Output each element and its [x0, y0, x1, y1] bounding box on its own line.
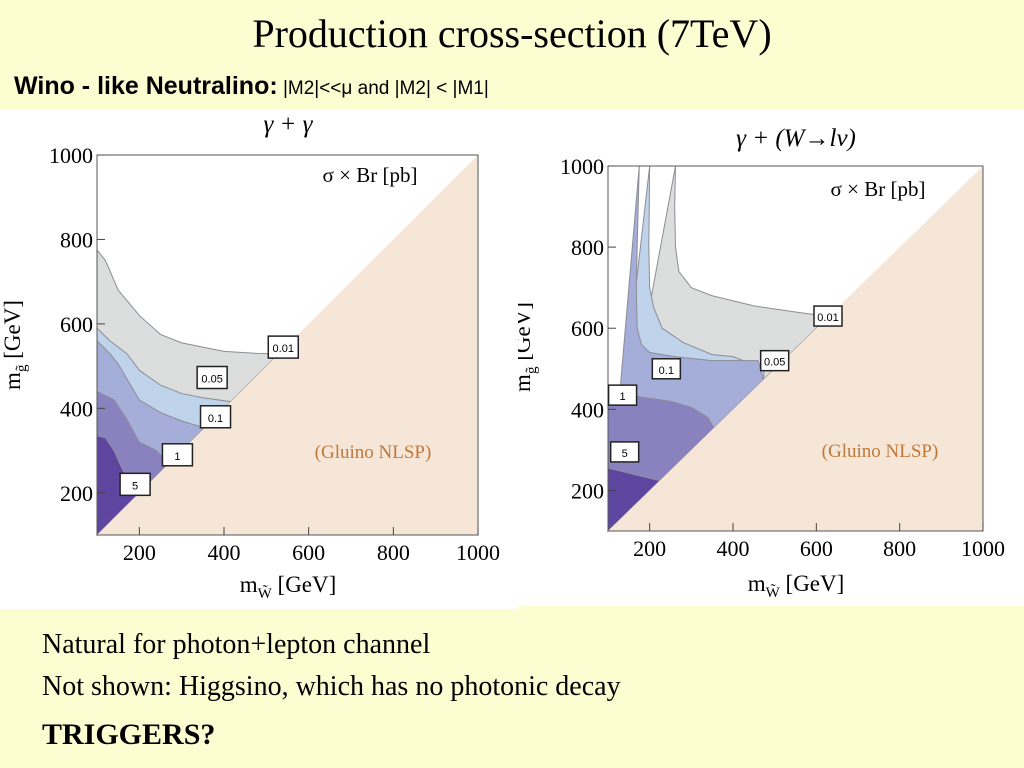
contour-label: 5	[609, 441, 640, 463]
contour-label-box	[607, 384, 638, 406]
contour-label-box	[199, 405, 232, 429]
contour-label: 0.01	[813, 305, 843, 327]
contour-label-box	[161, 443, 194, 467]
chart-title: γ + (W→lν)	[736, 125, 856, 152]
contour-label-text: 1	[620, 391, 626, 403]
y-tick-label: 200	[60, 481, 93, 506]
contour-label-text: 1	[174, 451, 180, 463]
contour-label: 1	[607, 384, 638, 406]
y-tick-label: 800	[60, 227, 93, 252]
y-tick-label: 600	[60, 312, 93, 337]
chart-gamma-gamma: 200 400 600 800 1000 200 400 600 800 1000 γ + γ σ ×…	[0, 111, 500, 602]
x-tick-label: 800	[883, 536, 916, 561]
contour-label: 0.05	[759, 349, 790, 372]
x-tick-label: 800	[377, 540, 410, 565]
x-tick-label: 400	[208, 540, 241, 565]
contour-label-text: 0.1	[659, 365, 674, 377]
y-axis-label-sub: g̃	[524, 366, 540, 374]
contour-label: 0.1	[651, 358, 682, 380]
y-axis-label-unit: [GeV]	[0, 300, 25, 365]
y-tick-label: 1000	[560, 154, 604, 179]
contour-label: 0.05	[196, 365, 228, 390]
contour-label-box	[267, 335, 300, 359]
y-axis-label: mg̃ [GeV]	[0, 300, 30, 390]
contour-label-box	[651, 358, 682, 380]
plot-frame	[96, 154, 479, 536]
contour-label-text: 0.05	[764, 357, 785, 369]
chart-panel-gamma-wlnu: 200 400 600 800 1000 200 400 600 800 1000 γ + (W→l…	[518, 109, 1024, 606]
contour-label-text: 0.01	[273, 343, 294, 355]
contour-label-box	[609, 441, 640, 463]
chart-annotation: σ × Br [pb]	[323, 163, 418, 187]
y-tick-label: 1000	[49, 143, 93, 168]
slide-title: Production cross-section (7TeV)	[252, 11, 772, 56]
y-tick-label: 800	[571, 235, 604, 260]
contour-label: 0.1	[199, 405, 232, 429]
x-axis-label-main: m	[748, 571, 766, 596]
x-tick-label: 600	[292, 540, 325, 565]
contour-label-text: 0.05	[201, 374, 222, 386]
x-axis-label-sub: W̃	[258, 585, 273, 602]
subtitle-bold: Wino - like Neutralino:	[14, 72, 278, 100]
x-axis-label-unit: [GeV]	[780, 571, 845, 596]
nlsp-label: (Gluino NLSP)	[315, 442, 432, 463]
y-tick-label: 400	[571, 397, 604, 422]
x-tick-label: 200	[633, 536, 666, 561]
chart-panel-gamma-gamma: 200 400 600 800 1000 200 400 600 800 1000 γ + γ σ ×…	[0, 109, 518, 609]
bullet-item: Natural for photon+lepton channel	[42, 629, 431, 660]
contour-label-box	[119, 472, 151, 497]
x-tick-label: 1000	[961, 536, 1005, 561]
y-tick-label: 600	[571, 316, 604, 341]
y-tick-label: 400	[60, 396, 93, 421]
slide-subtitle: Wino - like Neutralino: |M2|<<μ and |M2|…	[14, 72, 489, 101]
bullet-item: Not shown: Higgsino, which has no photon…	[42, 671, 621, 702]
x-axis-label-main: m	[240, 572, 258, 597]
x-axis-label: mW̃ [GeV]	[748, 571, 845, 601]
contour-label-text: 0.01	[817, 312, 838, 324]
y-tick-label: 200	[571, 478, 604, 503]
x-axis-label-unit: [GeV]	[272, 572, 337, 597]
x-axis-label: mW̃ [GeV]	[240, 572, 337, 602]
y-axis-label-main: m	[518, 374, 535, 392]
y-axis-label-main: m	[0, 372, 25, 390]
contour-label-text: 5	[132, 480, 138, 492]
contour-label-box	[196, 365, 228, 390]
contour-label-text: 5	[622, 448, 628, 460]
y-axis-label-sub: g̃	[14, 364, 30, 372]
subtitle-condition: |M2|<<μ and |M2| < |M1|	[277, 78, 489, 99]
chart-title: γ + γ	[263, 111, 313, 138]
contour-label-box	[813, 305, 843, 327]
x-tick-label: 200	[123, 540, 156, 565]
bullet-list: Natural for photon+lepton channel Not sh…	[42, 624, 621, 708]
chart-gamma-wlnu: 200 400 600 800 1000 200 400 600 800 1000 γ + (W→l…	[518, 125, 1005, 601]
contour-label: 0.01	[267, 335, 300, 359]
plot-frame	[607, 165, 984, 532]
chart-annotation: σ × Br [pb]	[831, 177, 926, 201]
y-axis-label: mg̃ [GeV]	[518, 302, 540, 392]
x-tick-label: 1000	[456, 540, 500, 565]
nlsp-region	[608, 166, 983, 531]
y-axis-label-unit: [GeV]	[518, 302, 535, 367]
nlsp-label: (Gluino NLSP)	[822, 441, 939, 462]
contour-label-text: 0.1	[208, 413, 223, 425]
x-tick-label: 400	[717, 536, 750, 561]
x-axis-label-sub: W̃	[766, 584, 781, 601]
contour-label: 5	[119, 472, 151, 497]
triggers-text: TRIGGERS?	[42, 718, 216, 751]
contour-label-box	[759, 349, 790, 372]
contour-label: 1	[161, 443, 194, 467]
x-tick-label: 600	[800, 536, 833, 561]
